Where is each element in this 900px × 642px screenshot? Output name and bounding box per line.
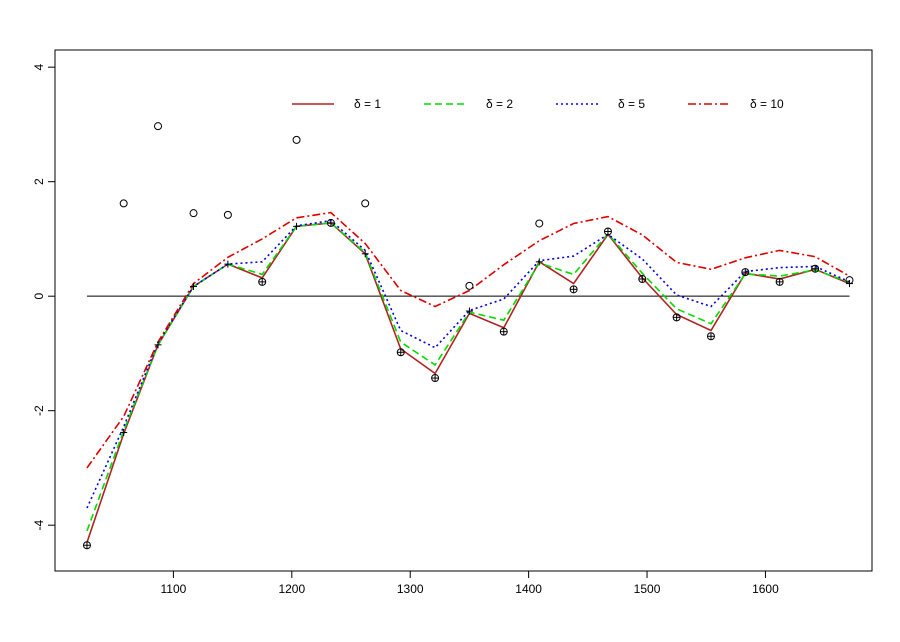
- observed-point: [223, 210, 232, 219]
- legend-item-3: δ = 5: [556, 97, 645, 111]
- x-tick-label: 1100: [160, 582, 186, 596]
- x-tick-label: 1300: [397, 582, 424, 596]
- x-axis: 1100 1200 1300 1400 1500 1600: [160, 570, 779, 596]
- legend-label: δ = 1: [354, 97, 381, 111]
- legend-item-1: δ = 1: [292, 97, 381, 111]
- series-line-2: [86, 222, 850, 532]
- observed-point: [292, 135, 301, 144]
- points-layer: [82, 122, 854, 550]
- y-tick-label: 0: [32, 293, 46, 300]
- series-line-3: [86, 219, 850, 509]
- legend: δ = 1 δ = 2 δ = 5 δ = 10: [292, 97, 784, 111]
- plus-point: [258, 278, 266, 286]
- y-tick-label: 4: [32, 64, 46, 71]
- x-tick-label: 1500: [634, 582, 661, 596]
- plus-point: [570, 285, 578, 293]
- y-tick-label: -4: [32, 520, 46, 531]
- plus-point: [707, 332, 715, 340]
- plus-point: [776, 278, 784, 286]
- plus-point: [83, 541, 91, 549]
- x-tick-label: 1200: [278, 582, 305, 596]
- plus-point: [120, 428, 128, 436]
- series-layer: [86, 211, 850, 543]
- series-line-4: [86, 211, 850, 469]
- series-line-1: [86, 222, 850, 543]
- plus-point: [604, 227, 612, 235]
- plus-point: [361, 250, 369, 258]
- plus-point: [224, 260, 232, 268]
- observed-point: [535, 219, 544, 228]
- plus-point: [673, 313, 681, 321]
- legend-label: δ = 10: [750, 97, 784, 111]
- plus-point: [535, 258, 543, 266]
- plus-point: [190, 282, 198, 290]
- observed-point: [189, 209, 198, 218]
- legend-item-2: δ = 2: [424, 97, 513, 111]
- observed-point: [361, 199, 370, 208]
- legend-label: δ = 5: [618, 97, 645, 111]
- x-tick-label: 1400: [515, 582, 542, 596]
- plus-point: [741, 268, 749, 276]
- observed-point: [119, 199, 128, 208]
- legend-label: δ = 2: [486, 97, 513, 111]
- plus-point: [397, 348, 405, 356]
- observed-point: [465, 281, 474, 290]
- plus-point: [293, 222, 301, 230]
- plus-point: [811, 265, 819, 273]
- y-tick-label: -2: [32, 405, 46, 416]
- legend-item-4: δ = 10: [688, 97, 784, 111]
- plus-point: [846, 280, 854, 288]
- observed-point: [154, 122, 163, 131]
- plus-point: [500, 328, 508, 336]
- x-tick-label: 1600: [752, 582, 779, 596]
- plus-point: [327, 219, 335, 227]
- plus-point: [465, 307, 473, 315]
- y-tick-label: 2: [32, 178, 46, 185]
- plus-point: [154, 341, 162, 349]
- y-axis: -4 -2 0 2 4: [32, 64, 56, 531]
- plus-point: [638, 275, 646, 283]
- plus-point: [431, 374, 439, 382]
